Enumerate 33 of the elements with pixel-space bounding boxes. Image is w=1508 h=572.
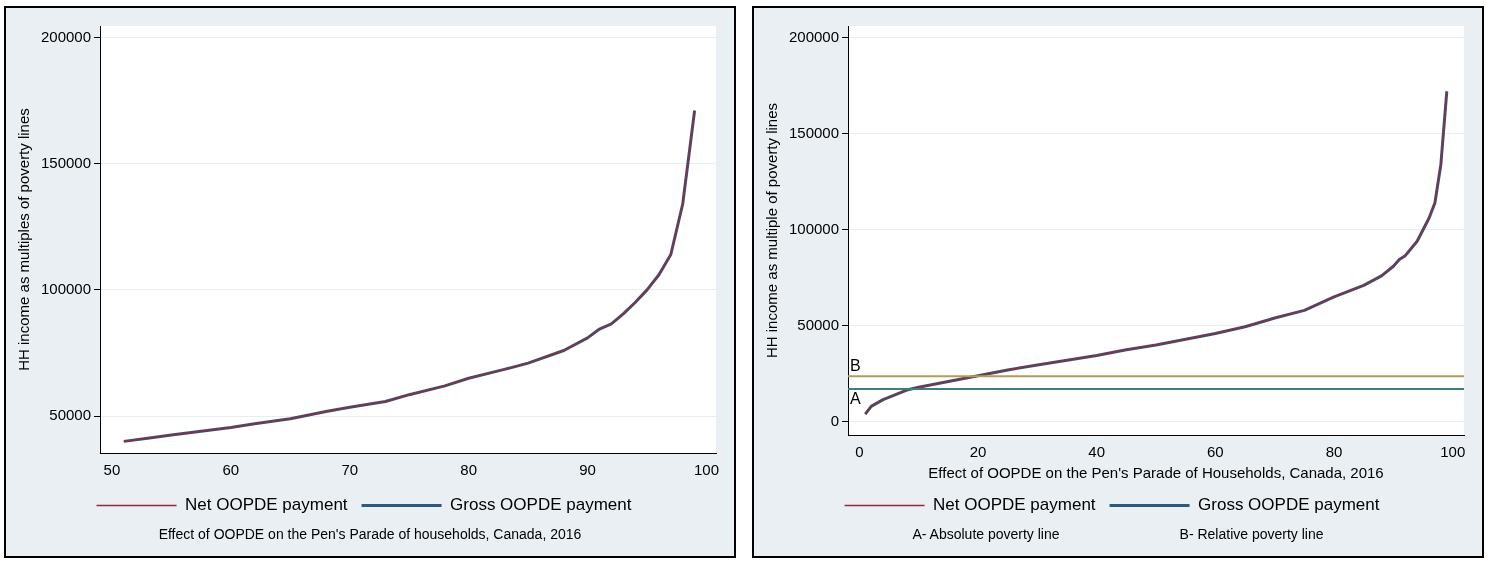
x-tick-label: 100 [1440,443,1466,461]
x-tick-label: 80 [460,461,478,479]
legend-label: Net OOPDE payment [185,495,348,515]
y-tick-label: 50000 [797,315,840,333]
x-tick-label: 50 [103,461,121,479]
y-tick-label: 150000 [788,123,840,141]
x-tick-label: 60 [1207,443,1224,461]
ref-line-label: A [850,389,862,407]
y-tick-label: 150000 [40,153,92,171]
text: Effect of OOPDE on the Pen's Parade of households, Canada, 2016 [158,526,582,542]
x-tick-label: 90 [579,461,596,479]
y-tick-label: 0 [830,411,840,429]
x-tick-label: 20 [969,443,987,461]
x-tick-label: 70 [341,461,359,479]
text: A- Absolute poverty line [912,526,1060,542]
y-tick-label: 200000 [788,27,840,45]
x-tick-label: 80 [1325,443,1343,461]
x-tick-label: 60 [222,461,240,479]
y-tick-label: 100000 [788,219,840,237]
y-axis-title: HH income as multiple of poverty lines [763,102,781,359]
legend-label: Gross OOPDE payment [1198,495,1380,515]
y-axis-title: HH income as multiples of poverty lines [15,108,33,371]
y-tick-label: 100000 [40,280,92,298]
x-tick-label: 100 [693,461,719,479]
legend-label: Net OOPDE payment [933,495,1096,515]
ref-line-label: B [850,356,861,374]
x-tick-label: 0 [855,443,864,461]
legend-label: Gross OOPDE payment [450,495,632,515]
y-tick-label: 200000 [40,27,92,45]
x-tick-label: 40 [1088,443,1106,461]
x-axis-title: Effect of OOPDE on the Pen's Parade of Households, Canada, 2016 [928,464,1384,482]
y-tick-label: 50000 [49,406,92,424]
text: B- Relative poverty line [1179,526,1324,542]
